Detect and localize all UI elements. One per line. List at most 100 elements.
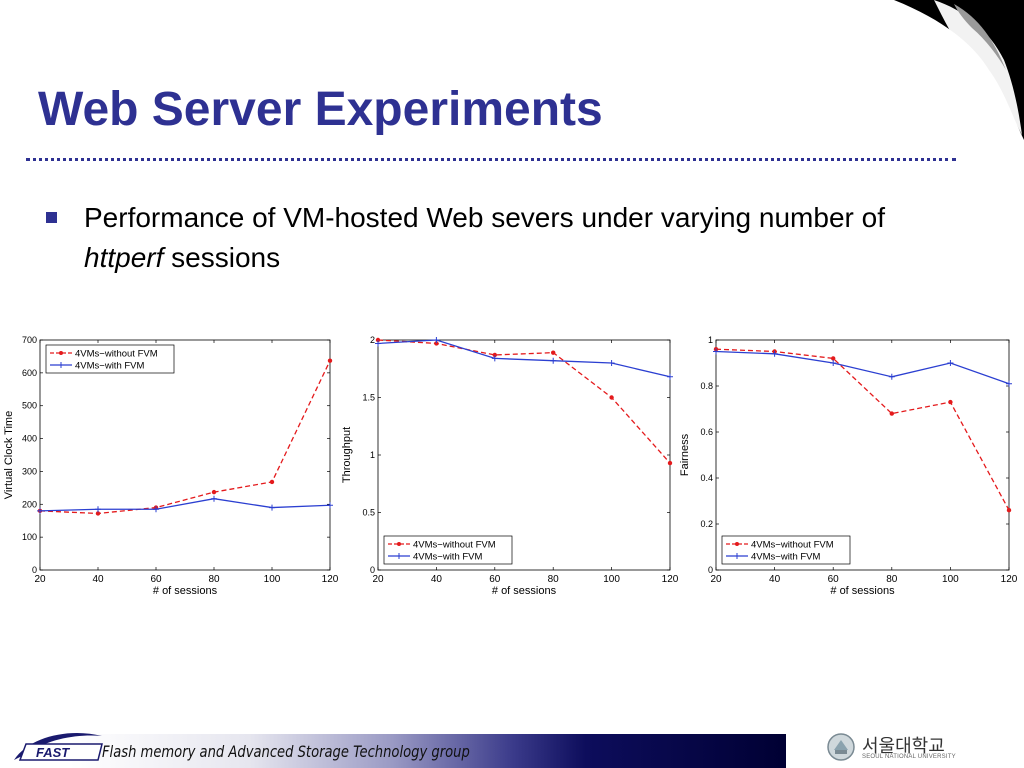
- chart1-series-line-with-fvm: [377, 339, 671, 378]
- chart1-y-tick-label: 1: [370, 450, 375, 460]
- university-subtitle: SEOUL NATIONAL UNIVERSITY: [862, 754, 956, 760]
- chart1-point-with-fvm: [608, 360, 615, 366]
- university-emblem-icon: [827, 733, 855, 761]
- chart1-legend-label: 4VMs−with FVM: [413, 552, 483, 563]
- chart0-point-without-fvm: [95, 511, 101, 516]
- chart2-plot-frame: [715, 339, 1010, 571]
- chart0-y-tick-label: 300: [22, 466, 37, 476]
- chart0-x-axis-label: # of sessions: [153, 585, 218, 597]
- chart0-point-without-fvm: [269, 479, 275, 485]
- square-bullet-icon: [46, 212, 57, 223]
- slide-title: Web Server Experiments: [38, 83, 603, 136]
- chart2-y-tick-label: 0.8: [700, 381, 713, 391]
- chart1-x-tick-label: 100: [603, 574, 620, 585]
- chart0-y-tick-label: 200: [22, 499, 37, 509]
- chart1-point-without-fvm: [375, 337, 381, 343]
- title-divider: [26, 158, 956, 161]
- chart0-legend-marker-with-fvm: [58, 362, 64, 368]
- chart-throughput: 20 40 60 80 100 120 0 0.5 1 1.5 2 # of sessions Thro…: [340, 328, 685, 600]
- chart0-point-without-fvm: [211, 489, 217, 495]
- chart2-series-line-without-fvm: [715, 348, 1010, 511]
- chart1-x-tick-label: 120: [662, 574, 679, 585]
- chart1-point-with-fvm: [550, 357, 557, 364]
- chart1-point-without-fvm: [667, 460, 673, 466]
- chart0-x-tick-label: 120: [322, 574, 339, 585]
- footer-gradient-band: [70, 734, 786, 768]
- chart2-y-axis-label: Fairness: [679, 433, 691, 476]
- chart0-point-with-fvm: [95, 506, 101, 513]
- chart1-point-with-fvm: [491, 355, 498, 362]
- university-name: 서울대학교: [862, 736, 945, 757]
- chart0-y-tick-label: 500: [22, 401, 37, 411]
- chart1-point-without-fvm: [551, 350, 556, 355]
- chart0-legend-label: 4VMs−without FVM: [75, 349, 158, 360]
- chart0-point-with-fvm: [37, 507, 43, 514]
- chart0-plot-frame: [39, 339, 331, 571]
- chart1-x-tick-label: 20: [372, 574, 384, 585]
- chart2-y-tick-label: 0: [708, 565, 713, 575]
- chart2-y-tick-label: 1: [708, 335, 713, 345]
- chart1-y-axis-label: Throughput: [341, 427, 353, 483]
- chart0-series-line-without-fvm: [39, 360, 331, 515]
- chart0-legend-box: [45, 344, 175, 374]
- chart2-point-without-fvm: [889, 411, 894, 416]
- chart2-point-with-fvm: [713, 348, 719, 355]
- chart0-x-tick-label: 80: [208, 574, 220, 585]
- university-logo: 서울대학교 SEOUL NATIONAL UNIVERSITY: [826, 732, 976, 764]
- chart1-legend-box: [383, 535, 513, 565]
- chart0-y-tick-label: 400: [22, 434, 37, 444]
- bullet-text-prefix: Performance of VM-hosted Web severs unde…: [84, 202, 885, 233]
- chart1-series-line-without-fvm: [377, 339, 671, 464]
- chart0-point-with-fvm: [153, 506, 159, 513]
- footer: FAST Flash memory and Advanced Storage T…: [0, 730, 1024, 768]
- chart2-legend-marker-with-fvm: [734, 553, 740, 559]
- chart-svg-fairness: 20 40 60 80 100 120 0 0.2 0.4 0.6 0.8 1 # of session…: [679, 335, 1018, 597]
- chart2-legend-label: 4VMs−without FVM: [751, 540, 834, 551]
- chart2-legend-marker-without-fvm: [735, 542, 739, 546]
- bullet-text: Performance of VM-hosted Web severs unde…: [84, 198, 934, 278]
- chart2-x-axis-label: # of sessions: [830, 585, 895, 597]
- fast-logo-text: FAST: [36, 745, 70, 760]
- chart2-point-without-fvm: [1006, 508, 1012, 513]
- chart0-y-tick-label: 100: [22, 532, 37, 542]
- chart2-x-tick-label: 120: [1001, 574, 1018, 585]
- chart0-x-tick-label: 20: [34, 574, 46, 585]
- chart0-y-tick-label: 0: [32, 565, 37, 575]
- chart1-plot-frame: [377, 339, 671, 571]
- chart0-point-with-fvm: [269, 504, 275, 511]
- chart2-x-tick-label: 100: [942, 574, 959, 585]
- chart1-point-with-fvm: [667, 373, 673, 380]
- chart2-x-tick-label: 40: [769, 574, 781, 585]
- chart1-point-without-fvm: [492, 352, 497, 358]
- chart2-series-line-with-fvm: [715, 350, 1010, 385]
- chart1-x-tick-label: 40: [431, 574, 443, 585]
- chart0-y-axis-label: Virtual Clock Time: [3, 411, 15, 499]
- chart1-legend-marker-without-fvm: [397, 542, 401, 546]
- chart2-legend-box: [721, 535, 851, 565]
- chart2-legend-label: 4VMs−with FVM: [751, 552, 821, 563]
- chart-svg-virtual-clock-time: 20 40 60 80 100 120 0 100 200 300 400 500 600 700 # of…: [3, 335, 339, 597]
- chart2-y-tick-label: 0.2: [700, 519, 713, 529]
- chart1-point-without-fvm: [434, 341, 439, 346]
- chart0-x-tick-label: 40: [92, 574, 104, 585]
- chart-virtual-clock-time: 20 40 60 80 100 120 0 100 200 300 400 500 600 700 # of…: [0, 328, 345, 600]
- chart1-point-without-fvm: [609, 395, 614, 400]
- chart0-x-tick-label: 60: [150, 574, 162, 585]
- chart1-legend-label: 4VMs−without FVM: [413, 540, 496, 551]
- chart0-y-tick-label: 600: [22, 368, 37, 378]
- chart2-x-tick-label: 80: [886, 574, 898, 585]
- chart2-point-without-fvm: [831, 356, 836, 361]
- chart-svg-throughput: 20 40 60 80 100 120 0 0.5 1 1.5 2 # of sessions Thro…: [341, 335, 679, 597]
- chart0-x-tick-label: 100: [264, 574, 281, 585]
- chart2-point-with-fvm: [771, 350, 778, 357]
- chart2-point-without-fvm: [948, 399, 953, 405]
- chart0-legend-marker-without-fvm: [59, 351, 63, 355]
- chart1-x-tick-label: 80: [548, 574, 560, 585]
- chart2-x-tick-label: 20: [710, 574, 722, 585]
- chart2-point-with-fvm: [888, 373, 895, 380]
- chart1-y-tick-label: 2: [370, 335, 375, 345]
- chart1-point-with-fvm: [433, 337, 440, 343]
- chart0-point-without-fvm: [327, 358, 333, 363]
- chart1-y-tick-label: 1.5: [362, 393, 375, 403]
- chart0-y-tick-label: 700: [22, 335, 37, 345]
